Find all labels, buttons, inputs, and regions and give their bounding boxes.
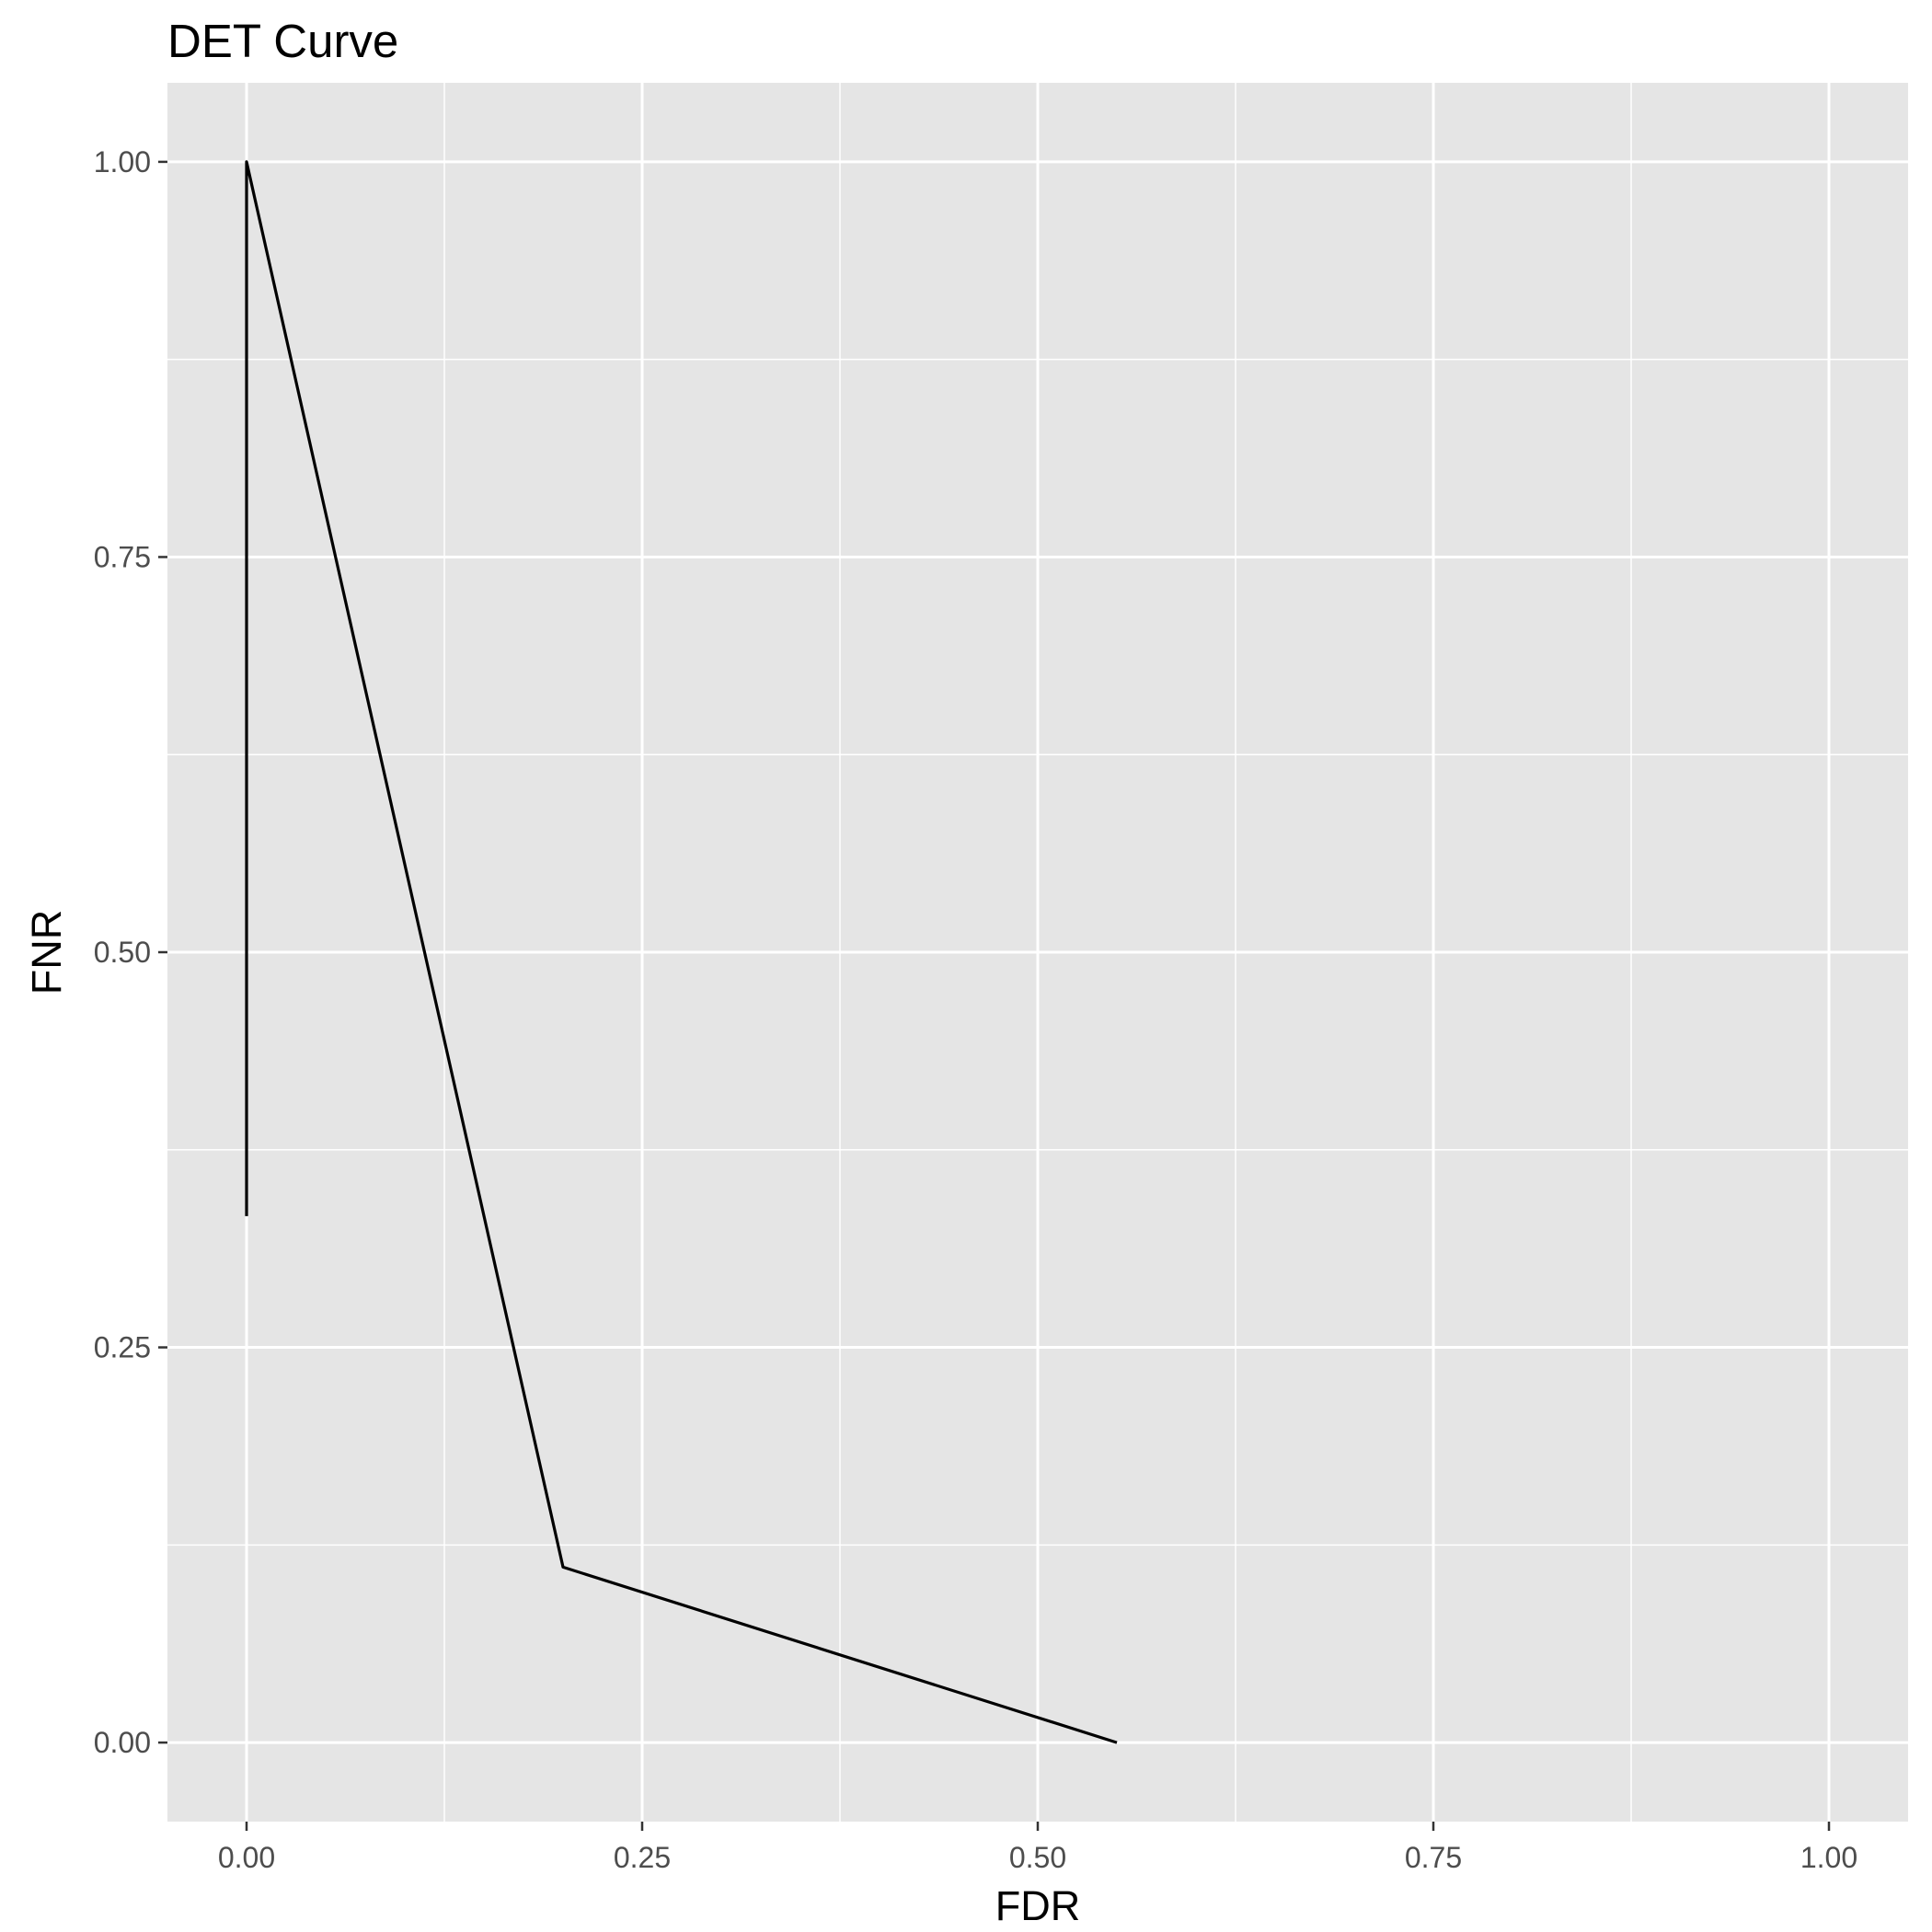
series-layer	[245, 160, 1118, 1744]
det-curve-line	[245, 160, 1118, 1744]
x-tick-label: 0.75	[1405, 1841, 1462, 1874]
x-axis: 0.00 0.25 0.50 0.75 1.00	[218, 1822, 1857, 1874]
y-tick-label: 0.00	[94, 1726, 151, 1759]
y-axis: 0.00 0.25 0.50 0.75 1.00	[94, 145, 167, 1759]
x-tick-label: 0.00	[218, 1841, 275, 1874]
chart-title: DET Curve	[167, 15, 398, 67]
x-tick-label: 0.50	[1009, 1841, 1066, 1874]
y-tick-label: 0.25	[94, 1331, 151, 1364]
x-tick-label: 1.00	[1800, 1841, 1857, 1874]
x-axis-title: FDR	[995, 1882, 1080, 1929]
y-tick-label: 1.00	[94, 145, 151, 178]
x-tick-label: 0.25	[614, 1841, 671, 1874]
y-axis-title: FNR	[23, 910, 70, 995]
y-tick-label: 0.75	[94, 540, 151, 573]
y-tick-label: 0.50	[94, 936, 151, 969]
